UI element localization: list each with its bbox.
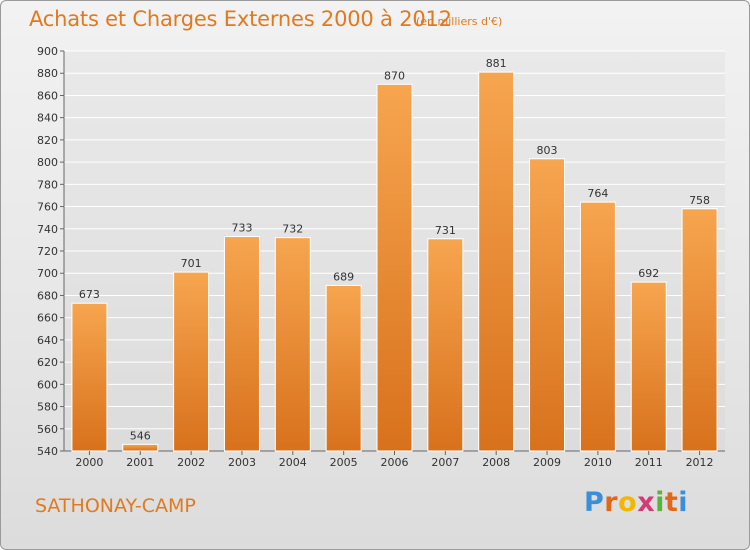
- x-tick-label-2012: 2012: [686, 456, 714, 469]
- bar-2001: [122, 443, 159, 452]
- y-tick-label: 560: [37, 423, 58, 436]
- logo-letter: x: [637, 487, 656, 518]
- bar-2006: [376, 83, 413, 452]
- y-tick-label: 540: [37, 445, 58, 458]
- value-label-2011: 692: [638, 267, 659, 280]
- x-tick-label-2007: 2007: [431, 456, 459, 469]
- logo-letter: o: [618, 487, 638, 518]
- x-tick-label-2002: 2002: [177, 456, 205, 469]
- value-label-2002: 701: [181, 257, 202, 270]
- x-tick-label-2008: 2008: [482, 456, 510, 469]
- city-name: SATHONAY-CAMP: [35, 495, 196, 517]
- x-tick-label-2000: 2000: [75, 456, 103, 469]
- logo-letter: r: [604, 487, 619, 518]
- bar-2009: [529, 158, 566, 452]
- x-tick-label-2006: 2006: [381, 456, 409, 469]
- y-tick-label: 820: [37, 134, 58, 147]
- bar-2002: [173, 271, 210, 452]
- y-tick-label: 720: [37, 245, 58, 258]
- y-tick-label: 700: [37, 267, 58, 280]
- value-label-2009: 803: [537, 144, 558, 157]
- y-tick-label: 620: [37, 356, 58, 369]
- x-tick-label-2001: 2001: [126, 456, 154, 469]
- value-label-2001: 546: [130, 429, 151, 442]
- bar-2008: [478, 71, 515, 452]
- x-tick-label-2009: 2009: [533, 456, 561, 469]
- y-tick-label: 600: [37, 378, 58, 391]
- y-tick-label: 740: [37, 223, 58, 236]
- value-label-2003: 733: [231, 222, 252, 235]
- bar-2012: [681, 208, 718, 452]
- proxiti-logo: Proxiti: [584, 487, 688, 518]
- bar-2000: [71, 302, 108, 452]
- bar-2004: [274, 237, 311, 452]
- y-tick-label: 800: [37, 156, 58, 169]
- x-tick-label-2004: 2004: [279, 456, 307, 469]
- y-tick-label: 580: [37, 401, 58, 414]
- y-tick-label: 640: [37, 334, 58, 347]
- chart-unit: (en milliers d'€): [416, 15, 503, 28]
- y-tick-label: 660: [37, 312, 58, 325]
- y-tick-label: 900: [37, 45, 58, 58]
- value-label-2005: 689: [333, 270, 354, 283]
- bar-2003: [223, 236, 260, 452]
- logo-letter: P: [584, 487, 605, 518]
- y-tick-label: 780: [37, 178, 58, 191]
- bar-2007: [427, 238, 464, 452]
- logo-letter: i: [678, 487, 689, 518]
- value-label-2008: 881: [486, 57, 507, 70]
- value-label-2004: 732: [282, 223, 303, 236]
- value-label-2007: 731: [435, 224, 456, 237]
- x-tick-label-2003: 2003: [228, 456, 256, 469]
- value-label-2006: 870: [384, 69, 405, 82]
- y-tick-label: 860: [37, 89, 58, 102]
- logo-letter: t: [664, 487, 679, 518]
- y-tick-label: 760: [37, 201, 58, 214]
- chart-title: Achats et Charges Externes 2000 à 2012: [29, 7, 452, 31]
- logo-letter: i: [655, 487, 665, 518]
- value-label-2010: 764: [587, 187, 608, 200]
- x-tick-label-2011: 2011: [635, 456, 663, 469]
- y-tick-label: 680: [37, 289, 58, 302]
- y-tick-label: 880: [37, 67, 58, 80]
- bar-2010: [579, 201, 616, 452]
- x-tick-label-2005: 2005: [330, 456, 358, 469]
- bar-2011: [630, 281, 667, 452]
- value-label-2012: 758: [689, 194, 710, 207]
- y-tick-label: 840: [37, 112, 58, 125]
- x-tick-label-2010: 2010: [584, 456, 612, 469]
- bar-2005: [325, 284, 362, 452]
- value-label-2000: 673: [79, 288, 100, 301]
